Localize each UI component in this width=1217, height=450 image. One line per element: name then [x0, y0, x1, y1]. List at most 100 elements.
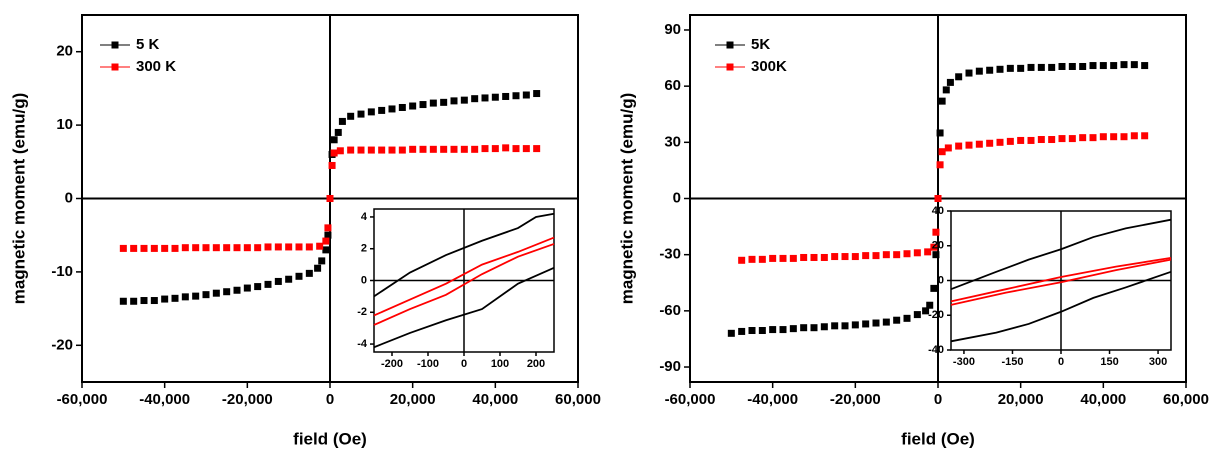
data-point [334, 128, 342, 136]
y-tick-label: -40 [928, 344, 944, 356]
data-point [409, 145, 417, 153]
data-point [1141, 62, 1149, 70]
data-point [934, 195, 942, 202]
data-point [748, 255, 756, 263]
data-point [903, 250, 911, 258]
x-tick-label: -150 [1001, 356, 1023, 368]
data-point [150, 244, 158, 252]
data-point [748, 327, 756, 335]
data-point [429, 99, 437, 107]
data-point [192, 244, 200, 252]
data-point [975, 140, 983, 148]
data-point [1079, 134, 1087, 142]
data-point [460, 96, 468, 104]
x-tick-label: -100 [417, 358, 439, 370]
legend-marker [111, 41, 119, 49]
data-point [789, 254, 797, 262]
data-point [810, 253, 818, 261]
data-point [1027, 136, 1035, 144]
x-tick-label: 20,000 [390, 391, 436, 408]
data-point [305, 269, 313, 277]
data-point [1027, 63, 1035, 71]
data-point [769, 326, 777, 334]
data-point [946, 78, 954, 86]
data-point [942, 86, 950, 94]
data-point [533, 145, 541, 153]
x-tick-label: 60,000 [1163, 391, 1209, 408]
data-point [419, 101, 427, 109]
data-point [171, 244, 179, 252]
data-point [212, 289, 220, 297]
data-point [975, 67, 983, 75]
legend-label: 300K [751, 58, 787, 75]
data-point [1099, 133, 1107, 141]
data-point [243, 284, 251, 292]
data-point [481, 94, 489, 102]
y-tick-label: 60 [664, 77, 681, 94]
data-point [800, 253, 808, 261]
line-series [950, 257, 1172, 303]
data-point [336, 147, 344, 155]
data-point [965, 141, 973, 149]
data-point [491, 145, 499, 153]
data-point [429, 145, 437, 153]
data-point [318, 257, 326, 265]
data-point [841, 253, 849, 261]
data-point [1058, 62, 1066, 70]
data-point [932, 228, 940, 236]
y-tick-label: 10 [56, 116, 73, 133]
x-axis-label: field (Oe) [293, 429, 367, 448]
legend-marker [726, 41, 734, 49]
data-point [986, 139, 994, 147]
legend-label: 5 K [136, 36, 160, 53]
data-point [367, 108, 375, 116]
data-point [324, 231, 332, 239]
data-point [1048, 136, 1056, 144]
data-point [398, 103, 406, 111]
data-point [512, 145, 520, 153]
data-point [1037, 63, 1045, 71]
data-point [264, 243, 272, 251]
data-point [330, 136, 338, 144]
line-series [950, 258, 1172, 306]
y-tick-label: -20 [928, 309, 944, 321]
data-point [119, 244, 127, 252]
data-point [810, 324, 818, 332]
x-tick-label: 150 [1100, 356, 1118, 368]
data-point [192, 292, 200, 300]
data-point [1089, 134, 1097, 142]
data-point [150, 297, 158, 305]
data-point [233, 244, 241, 252]
data-point [471, 95, 479, 103]
data-point [481, 145, 489, 153]
y-tick-label: -10 [51, 263, 73, 280]
data-point [1120, 61, 1128, 69]
x-tick-label: -20,000 [222, 391, 273, 408]
data-point [1120, 133, 1128, 141]
data-point [223, 244, 231, 252]
data-point [285, 243, 293, 251]
y-tick-label: 30 [664, 133, 681, 150]
data-point [202, 244, 210, 252]
data-point [533, 90, 541, 98]
data-point [820, 253, 828, 261]
data-point [1006, 64, 1014, 72]
y-tick-label: 0 [361, 274, 367, 286]
data-point [738, 256, 746, 264]
data-point [522, 145, 530, 153]
y-tick-label: 90 [664, 21, 681, 38]
data-point [1141, 132, 1149, 140]
data-point [758, 327, 766, 335]
data-point [758, 255, 766, 263]
y-tick-label: 2 [361, 243, 367, 255]
legend-marker [111, 63, 119, 71]
data-point [471, 145, 479, 153]
y-axis-label: magnetic moment (emu/g) [9, 93, 28, 305]
data-point [347, 112, 355, 120]
data-point [322, 237, 330, 245]
data-point [322, 246, 330, 254]
data-point [1079, 62, 1087, 70]
data-point [1110, 62, 1118, 70]
x-tick-label: 0 [934, 391, 942, 408]
